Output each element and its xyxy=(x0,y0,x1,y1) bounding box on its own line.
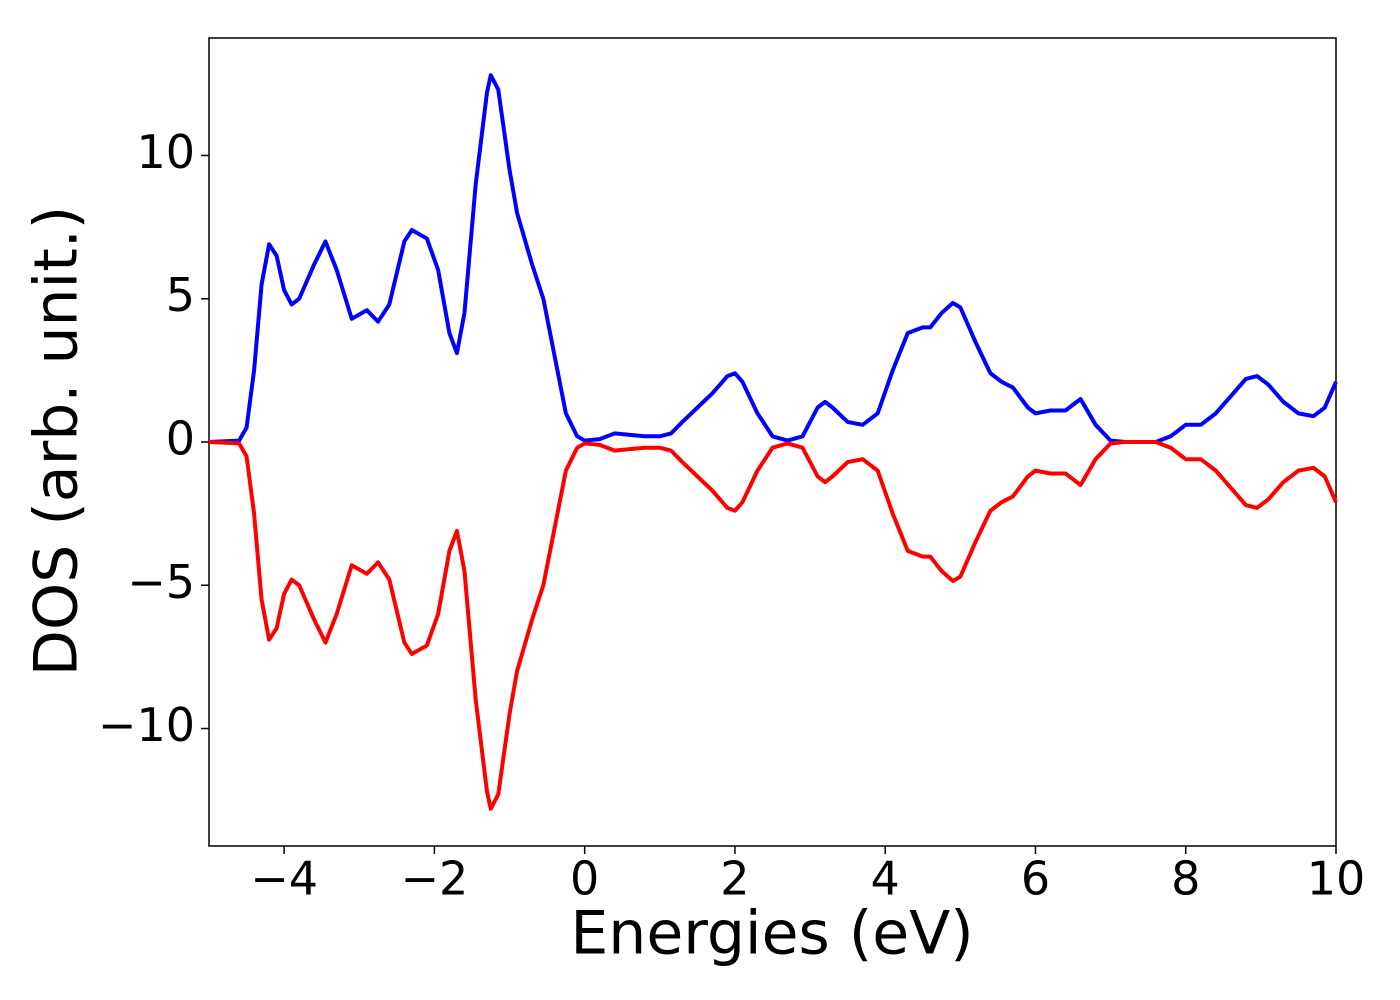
x-tick-label: 0 xyxy=(570,852,599,906)
x-tick-label: 10 xyxy=(1307,852,1366,906)
x-tick-label: 8 xyxy=(1171,852,1200,906)
x-tick-label: 2 xyxy=(720,852,749,906)
y-axis-label: DOS (arb. unit.) xyxy=(22,206,92,676)
y-tick-label: 10 xyxy=(136,125,195,179)
plot-frame xyxy=(208,37,1337,847)
y-tick-label: 5 xyxy=(166,268,195,322)
series-line xyxy=(208,73,1338,444)
y-tick-label: −10 xyxy=(98,698,195,752)
y-tick-label: 0 xyxy=(166,412,195,466)
y-tick-label: −5 xyxy=(127,555,195,609)
x-axis-label: Energies (eV) xyxy=(570,899,973,969)
series-line xyxy=(208,440,1338,811)
x-tick-label: −4 xyxy=(250,852,318,906)
x-tick-label: 6 xyxy=(1021,852,1050,906)
x-tick-label: −2 xyxy=(400,852,468,906)
x-tick-label: 4 xyxy=(871,852,900,906)
